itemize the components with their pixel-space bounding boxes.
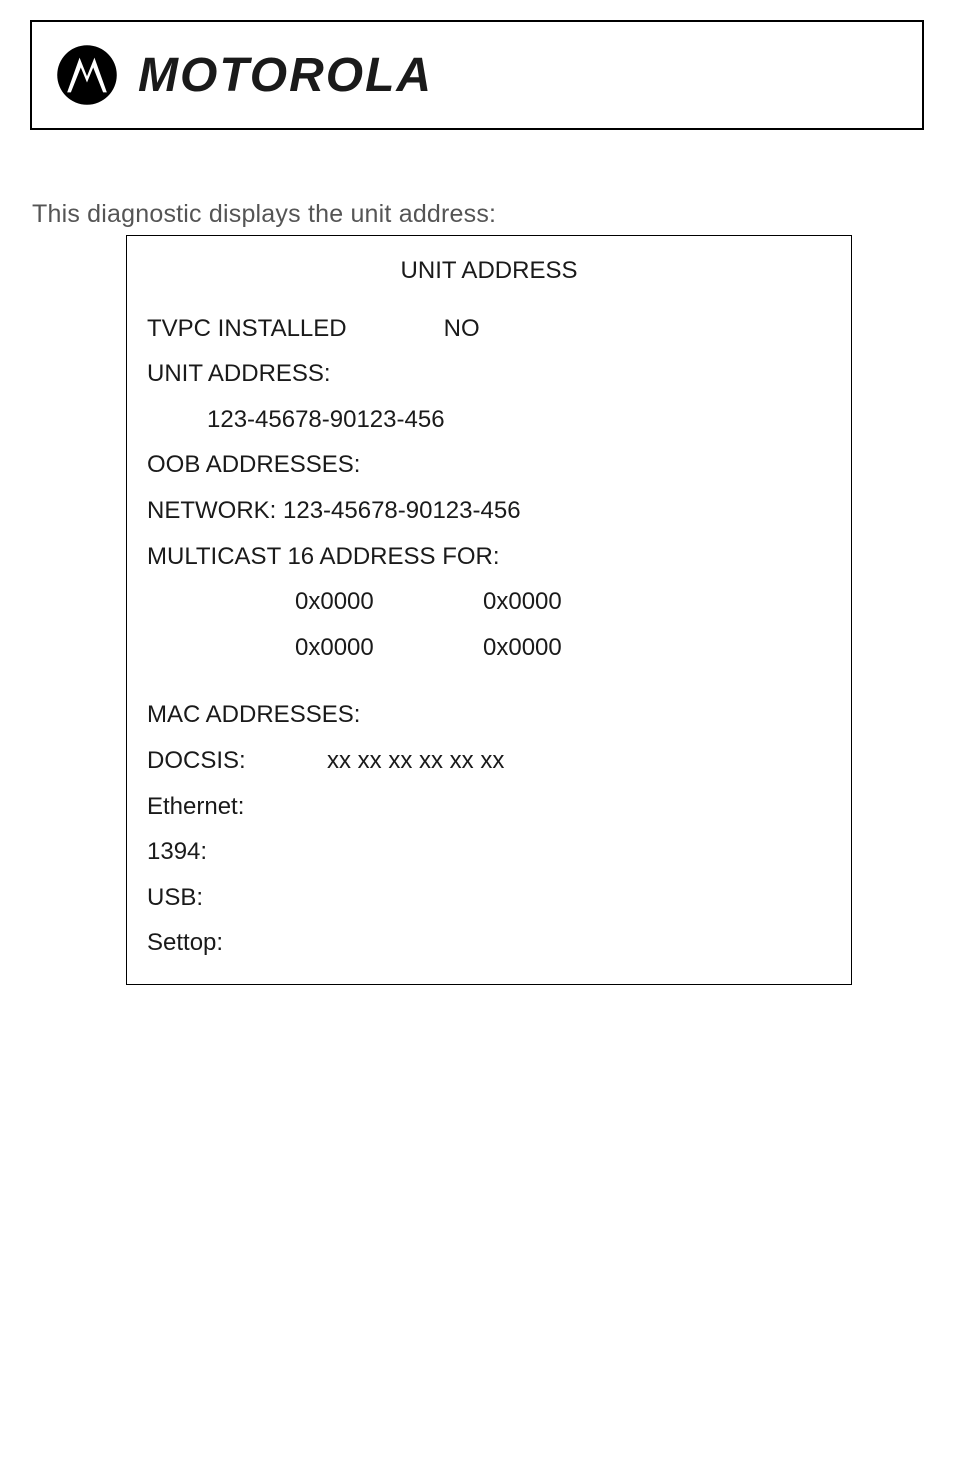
brand-header: MOTOROLA xyxy=(30,20,924,130)
i1394-label: 1394: xyxy=(147,829,831,875)
unit-address-label: UNIT ADDRESS: xyxy=(147,351,831,397)
motorola-logo-icon xyxy=(56,44,118,106)
network-value: 123-45678-90123-456 xyxy=(283,497,521,524)
docsis-value: xx xx xx xx xx xx xyxy=(327,738,504,784)
mac-addresses-label: MAC ADDRESSES: xyxy=(147,692,831,738)
hex-r1c1: 0x0000 xyxy=(295,579,483,625)
docsis-label: DOCSIS: xyxy=(147,738,327,784)
hex-r2c2: 0x0000 xyxy=(483,625,562,671)
docsis-row: DOCSIS: xx xx xx xx xx xx xyxy=(147,738,831,784)
multicast-hex-row-1: 0x0000 0x0000 xyxy=(147,579,831,625)
intro-text: This diagnostic displays the unit addres… xyxy=(32,200,924,229)
network-row: NETWORK: 123-45678-90123-456 xyxy=(147,488,831,534)
oob-addresses-label: OOB ADDRESSES: xyxy=(147,442,831,488)
ethernet-label: Ethernet: xyxy=(147,784,831,830)
hex-r2c1: 0x0000 xyxy=(295,625,483,671)
settop-label: Settop: xyxy=(147,920,831,966)
brand-name: MOTOROLA xyxy=(138,48,433,103)
unit-address-value: 123-45678-90123-456 xyxy=(147,397,831,443)
diagnostic-page: MOTOROLA This diagnostic displays the un… xyxy=(0,0,954,1025)
tvpc-value: NO xyxy=(444,315,480,342)
hex-r1c2: 0x0000 xyxy=(483,579,562,625)
tvpc-label: TVPC INSTALLED xyxy=(147,306,437,352)
unit-address-panel: UNIT ADDRESS TVPC INSTALLED NO UNIT ADDR… xyxy=(126,235,852,985)
usb-label: USB: xyxy=(147,875,831,921)
panel-title: UNIT ADDRESS xyxy=(147,248,831,294)
network-label: NETWORK: xyxy=(147,497,276,524)
tvpc-row: TVPC INSTALLED NO xyxy=(147,306,831,352)
multicast-label: MULTICAST 16 ADDRESS FOR: xyxy=(147,534,831,580)
multicast-hex-row-2: 0x0000 0x0000 xyxy=(147,625,831,671)
